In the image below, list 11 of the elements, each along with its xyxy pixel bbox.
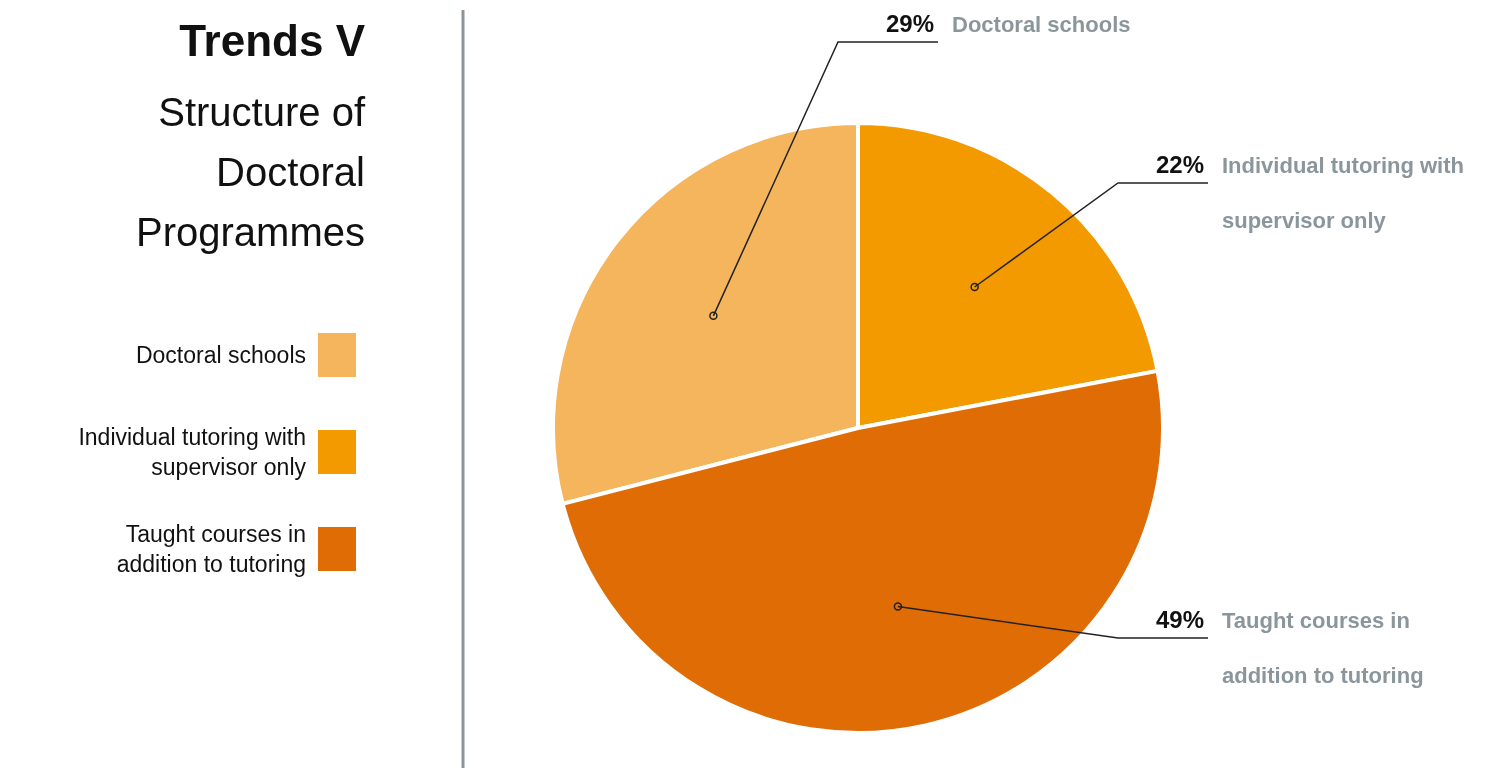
slice-label: Doctoral schools [952, 12, 1131, 37]
data-label: 29% [885, 10, 934, 37]
legend-label: Doctoral schools [135, 342, 306, 368]
legend-label: Taught courses in addition to tutoring [116, 521, 306, 577]
chart-title: Trends V [179, 16, 366, 65]
data-label: 22% [1155, 151, 1204, 178]
legend-label: Individual tutoring with supervisor only [78, 424, 307, 480]
data-label: 49% [1155, 606, 1204, 633]
category-label: Individual tutoring with supervisor only [1222, 153, 1464, 233]
category-label: Taught courses in addition to tutoring [1222, 608, 1424, 688]
text: Structure of Doctoral Programmes [136, 90, 366, 254]
